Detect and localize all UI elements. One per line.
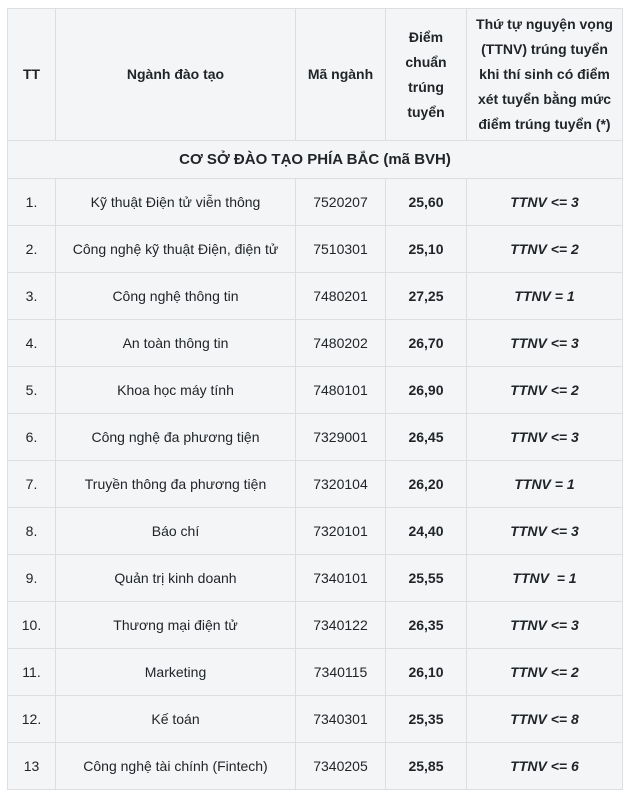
cell-ttnv: TTNV = 1 xyxy=(466,272,623,320)
cell-major: Khoa học máy tính xyxy=(55,366,296,414)
table-row: 1. Kỹ thuật Điện tử viễn thông 7520207 25,6… xyxy=(7,178,623,226)
cell-score: 26,90 xyxy=(385,366,467,414)
cell-score: 27,25 xyxy=(385,272,467,320)
cell-ttnv: TTNV <= 2 xyxy=(466,648,623,696)
cell-code: 7320101 xyxy=(295,507,386,555)
cell-score: 26,10 xyxy=(385,648,467,696)
table-row: 9. Quản trị kinh doanh 7340101 25,55 TTNV = … xyxy=(7,554,623,602)
cell-tt: 5. xyxy=(7,366,56,414)
cell-major: An toàn thông tin xyxy=(55,319,296,367)
cell-score: 24,40 xyxy=(385,507,467,555)
cell-tt: 1. xyxy=(7,178,56,226)
cell-ttnv: TTNV <= 3 xyxy=(466,319,623,367)
cell-code: 7480201 xyxy=(295,272,386,320)
cell-major: Quản trị kinh doanh xyxy=(55,554,296,602)
cell-ttnv: TTNV <= 3 xyxy=(466,413,623,461)
cell-major: Kế toán xyxy=(55,695,296,743)
cell-code: 7520207 xyxy=(295,178,386,226)
cell-major: Marketing xyxy=(55,648,296,696)
cell-major: Công nghệ tài chính (Fintech) xyxy=(55,742,296,790)
cell-code: 7510301 xyxy=(295,225,386,273)
cell-score: 25,35 xyxy=(385,695,467,743)
cell-score: 25,55 xyxy=(385,554,467,602)
cell-score: 26,20 xyxy=(385,460,467,508)
cell-code: 7480101 xyxy=(295,366,386,414)
cell-tt: 3. xyxy=(7,272,56,320)
cell-score: 25,85 xyxy=(385,742,467,790)
cell-score: 25,60 xyxy=(385,178,467,226)
cell-tt: 9. xyxy=(7,554,56,602)
cell-ttnv: TTNV <= 2 xyxy=(466,366,623,414)
table-row: 6. Công nghệ đa phương tiện 7329001 26,45 TT… xyxy=(7,413,623,461)
cell-major: Thương mại điện tử xyxy=(55,601,296,649)
header-row: TT Ngành đào tạo Mã ngành Điểm chuẩn trú… xyxy=(7,8,623,141)
table-row: 2. Công nghệ kỹ thuật Điện, điện tử 751030… xyxy=(7,225,623,273)
cell-tt: 13 xyxy=(7,742,56,790)
col-header-major: Ngành đào tạo xyxy=(55,8,296,141)
cell-code: 7340115 xyxy=(295,648,386,696)
cell-tt: 10. xyxy=(7,601,56,649)
table-row: 12. Kế toán 7340301 25,35 TTNV <= 8 xyxy=(7,695,623,743)
cell-score: 26,45 xyxy=(385,413,467,461)
cell-ttnv: TTNV <= 3 xyxy=(466,601,623,649)
cell-code: 7320104 xyxy=(295,460,386,508)
cell-tt: 11. xyxy=(7,648,56,696)
table-body: CƠ SỞ ĐÀO TẠO PHÍA BẮC (mã BVH) 1. Kỹ thu… xyxy=(7,140,623,790)
cell-tt: 4. xyxy=(7,319,56,367)
cell-ttnv: TTNV <= 3 xyxy=(466,178,623,226)
table-row: 13 Công nghệ tài chính (Fintech) 7340205 25… xyxy=(7,742,623,790)
table-row: 10. Thương mại điện tử 7340122 26,35 TTNV <=… xyxy=(7,601,623,649)
table-row: 5. Khoa học máy tính 7480101 26,90 TTNV <= 2 xyxy=(7,366,623,414)
admission-scores-table: TT Ngành đào tạo Mã ngành Điểm chuẩn trú… xyxy=(7,8,623,790)
cell-tt: 2. xyxy=(7,225,56,273)
cell-ttnv: TTNV <= 6 xyxy=(466,742,623,790)
cell-score: 26,35 xyxy=(385,601,467,649)
cell-major: Truyền thông đa phương tiện xyxy=(55,460,296,508)
table-row: 8. Báo chí 7320101 24,40 TTNV <= 3 xyxy=(7,507,623,555)
cell-code: 7340205 xyxy=(295,742,386,790)
cell-code: 7329001 xyxy=(295,413,386,461)
cell-code: 7340122 xyxy=(295,601,386,649)
section-header-cell: CƠ SỞ ĐÀO TẠO PHÍA BẮC (mã BVH) xyxy=(7,140,623,179)
cell-ttnv: TTNV <= 2 xyxy=(466,225,623,273)
table-row: 11. Marketing 7340115 26,10 TTNV <= 2 xyxy=(7,648,623,696)
cell-tt: 8. xyxy=(7,507,56,555)
cell-major: Công nghệ thông tin xyxy=(55,272,296,320)
col-header-score: Điểm chuẩn trúng tuyển xyxy=(385,8,467,141)
table-row: 4. An toàn thông tin 7480202 26,70 TTNV <= 3 xyxy=(7,319,623,367)
cell-ttnv: TTNV = 1 xyxy=(466,554,623,602)
cell-tt: 12. xyxy=(7,695,56,743)
cell-tt: 7. xyxy=(7,460,56,508)
cell-ttnv: TTNV <= 8 xyxy=(466,695,623,743)
col-header-ttnv: Thứ tự nguyện vọng (TTNV) trúng tuyển kh… xyxy=(466,8,623,141)
section-header-row: CƠ SỞ ĐÀO TẠO PHÍA BẮC (mã BVH) xyxy=(7,140,623,179)
col-header-tt: TT xyxy=(7,8,56,141)
cell-code: 7480202 xyxy=(295,319,386,367)
cell-score: 25,10 xyxy=(385,225,467,273)
cell-ttnv: TTNV = 1 xyxy=(466,460,623,508)
table-row: 3. Công nghệ thông tin 7480201 27,25 TTNV = … xyxy=(7,272,623,320)
cell-major: Công nghệ đa phương tiện xyxy=(55,413,296,461)
col-header-code: Mã ngành xyxy=(295,8,386,141)
cell-ttnv: TTNV <= 3 xyxy=(466,507,623,555)
cell-major: Kỹ thuật Điện tử viễn thông xyxy=(55,178,296,226)
cell-code: 7340301 xyxy=(295,695,386,743)
cell-major: Báo chí xyxy=(55,507,296,555)
cell-score: 26,70 xyxy=(385,319,467,367)
table-row: 7. Truyền thông đa phương tiện 7320104 26,2… xyxy=(7,460,623,508)
cell-code: 7340101 xyxy=(295,554,386,602)
cell-major: Công nghệ kỹ thuật Điện, điện tử xyxy=(55,225,296,273)
cell-tt: 6. xyxy=(7,413,56,461)
